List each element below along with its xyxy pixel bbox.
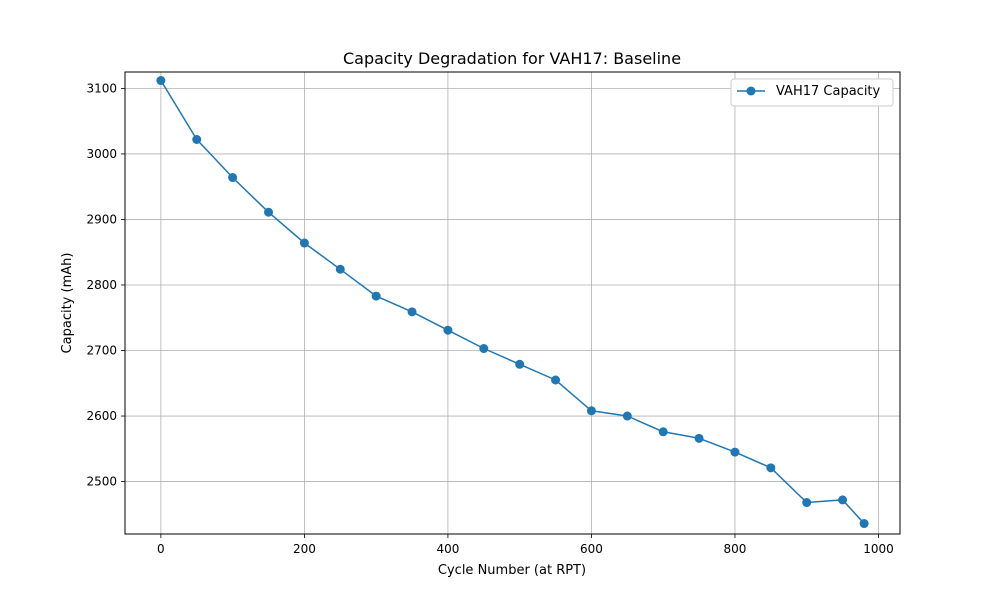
grid-lines [125,72,900,534]
x-tick-label: 400 [436,542,459,556]
data-point [658,427,668,437]
x-axis-label: Cycle Number (at RPT) [438,563,586,578]
data-point [264,207,274,217]
data-point [156,76,166,86]
data-point [730,447,740,457]
legend-box [730,78,894,107]
plot-frame [124,71,901,535]
y-tick-label: 2700 [86,344,117,358]
legend-label: VAH17 Capacity [776,84,881,99]
data-point [443,325,453,335]
x-tick-label: 0 [157,542,165,556]
data-point [407,307,417,317]
data-point [622,411,632,421]
y-tick-label: 2500 [86,475,117,489]
y-tick-label: 2800 [86,278,117,292]
y-tick-label: 3100 [86,81,117,95]
data-point [859,519,869,529]
y-tick-label: 3000 [86,147,117,161]
series-layer [156,76,869,529]
data-point [228,173,238,183]
y-axis-label: Capacity (mAh) [60,253,75,354]
y-tick-label: 2600 [86,409,117,423]
data-point [838,495,848,505]
data-point [586,406,596,416]
data-point [802,498,812,508]
legend: VAH17 Capacity [730,78,894,107]
y-tick-label: 2900 [86,212,117,226]
x-tick-label: 600 [580,542,603,556]
data-point [335,264,345,274]
data-point [479,344,489,354]
axis-ticks: 0 200 400 600 800 1000 2500 2600 2700 2800 2900 300… [86,81,893,556]
data-point [766,463,776,473]
data-point [551,375,561,385]
data-point [515,359,525,369]
x-tick-label: 1000 [863,542,894,556]
data-point [299,238,309,248]
x-tick-label: 200 [293,542,316,556]
data-point [371,291,381,301]
legend-marker-swatch [746,86,756,96]
data-point [694,433,704,443]
x-tick-label: 800 [724,542,747,556]
data-point [192,134,202,144]
chart-title: Capacity Degradation for VAH17: Baseline [343,49,681,68]
